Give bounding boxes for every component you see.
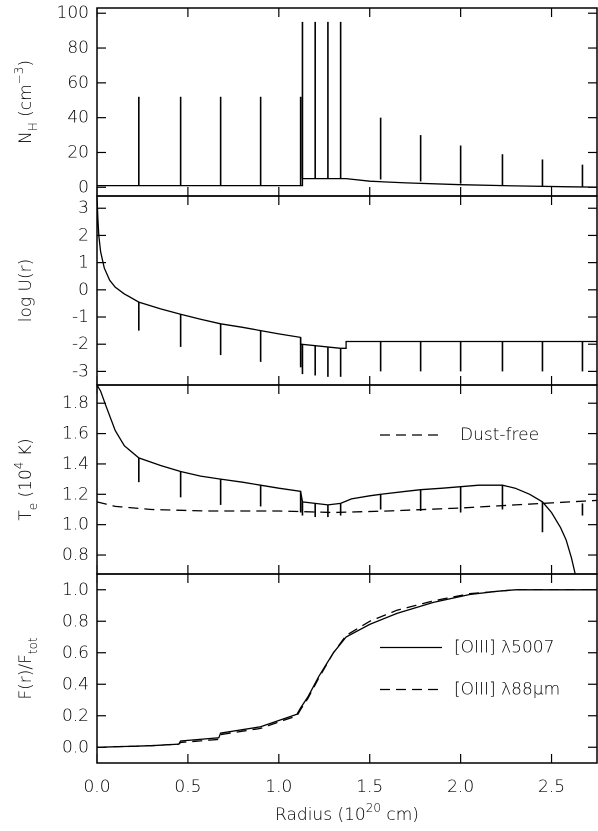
y-axis-label-part: −3 (12, 67, 26, 85)
y-tick-label: 0.6 (62, 643, 89, 663)
y-axis-label: Te (104 K) (12, 438, 40, 520)
x-tick-label: 1.0 (265, 777, 292, 797)
y-tick-label: 3 (78, 198, 89, 218)
y-tick-label: 40 (67, 108, 89, 128)
y-axis-label-part: log U(r) (16, 259, 36, 322)
legend-label: [OIII] λ88μm (454, 680, 560, 700)
y-tick-label: 2 (78, 225, 89, 245)
x-tick-label: 0.0 (83, 777, 110, 797)
y-axis-label-part: T (16, 510, 36, 521)
y-tick-label: 0.2 (62, 706, 89, 726)
data-line (96, 589, 597, 748)
legend-label: [OIII] λ5007 (454, 638, 554, 658)
plot-frame (96, 384, 598, 575)
y-axis-label-part: H (26, 122, 40, 131)
data-line (96, 499, 598, 514)
y-tick-label: 1.0 (62, 515, 89, 535)
data-line (96, 197, 597, 349)
y-axis-label: log U(r) (16, 259, 36, 322)
y-tick-label: 0 (78, 280, 89, 300)
y-axis-label-part: e (26, 503, 40, 510)
x-tick-label: 0.5 (174, 777, 201, 797)
y-tick-label: -2 (72, 334, 89, 354)
y-axis-label-part: F(r)/F (16, 654, 36, 700)
legend-label: Dust-free (460, 425, 539, 445)
y-tick-label: 20 (67, 142, 89, 162)
y-axis-label-part: 4 (12, 462, 26, 470)
y-axis-label-part: (cm (16, 84, 36, 122)
plot-frame (96, 573, 598, 764)
y-tick-label: 60 (67, 73, 89, 93)
y-tick-label: 1.2 (62, 484, 89, 504)
data-line (96, 589, 597, 748)
y-tick-label: 0.8 (62, 545, 89, 565)
x-tick-label: 1.5 (356, 777, 383, 797)
x-tick-label: 2.5 (538, 777, 565, 797)
y-tick-label: -3 (72, 361, 89, 381)
y-axis-label-part: (10 (16, 469, 36, 503)
y-tick-label: 0.4 (62, 674, 89, 694)
y-axis-label-part: ) (16, 60, 36, 67)
x-axis-label: Radius (1020 cm) (275, 801, 419, 826)
data-line (96, 384, 576, 575)
y-tick-label: 0.8 (62, 611, 89, 631)
y-tick-label: 1.4 (62, 454, 89, 474)
y-tick-label: 100 (57, 3, 89, 23)
y-tick-label: 80 (67, 38, 89, 58)
y-tick-label: 1.6 (62, 424, 89, 444)
y-tick-label: 1 (78, 253, 89, 273)
x-tick-label: 2.0 (447, 777, 474, 797)
y-tick-label: 0.0 (62, 737, 89, 757)
y-tick-label: 0 (78, 177, 89, 197)
y-tick-label: 1.8 (62, 393, 89, 413)
x-axis-label-part: 20 (366, 801, 381, 815)
y-tick-label: 1.0 (62, 580, 89, 600)
y-tick-label: -1 (72, 307, 89, 327)
y-axis-label: NH (cm−3) (12, 60, 40, 144)
plot-frame (96, 195, 598, 386)
data-line (97, 177, 598, 188)
plot-frame (96, 7, 598, 197)
y-axis-label: F(r)/Ftot (16, 637, 40, 700)
y-axis-label-part: N (16, 131, 36, 144)
x-axis-label-part: Radius (10 (275, 805, 366, 825)
x-axis-label-part: cm) (381, 805, 419, 825)
y-axis-label-part: tot (26, 637, 40, 654)
y-axis-label-part: K) (16, 438, 36, 461)
